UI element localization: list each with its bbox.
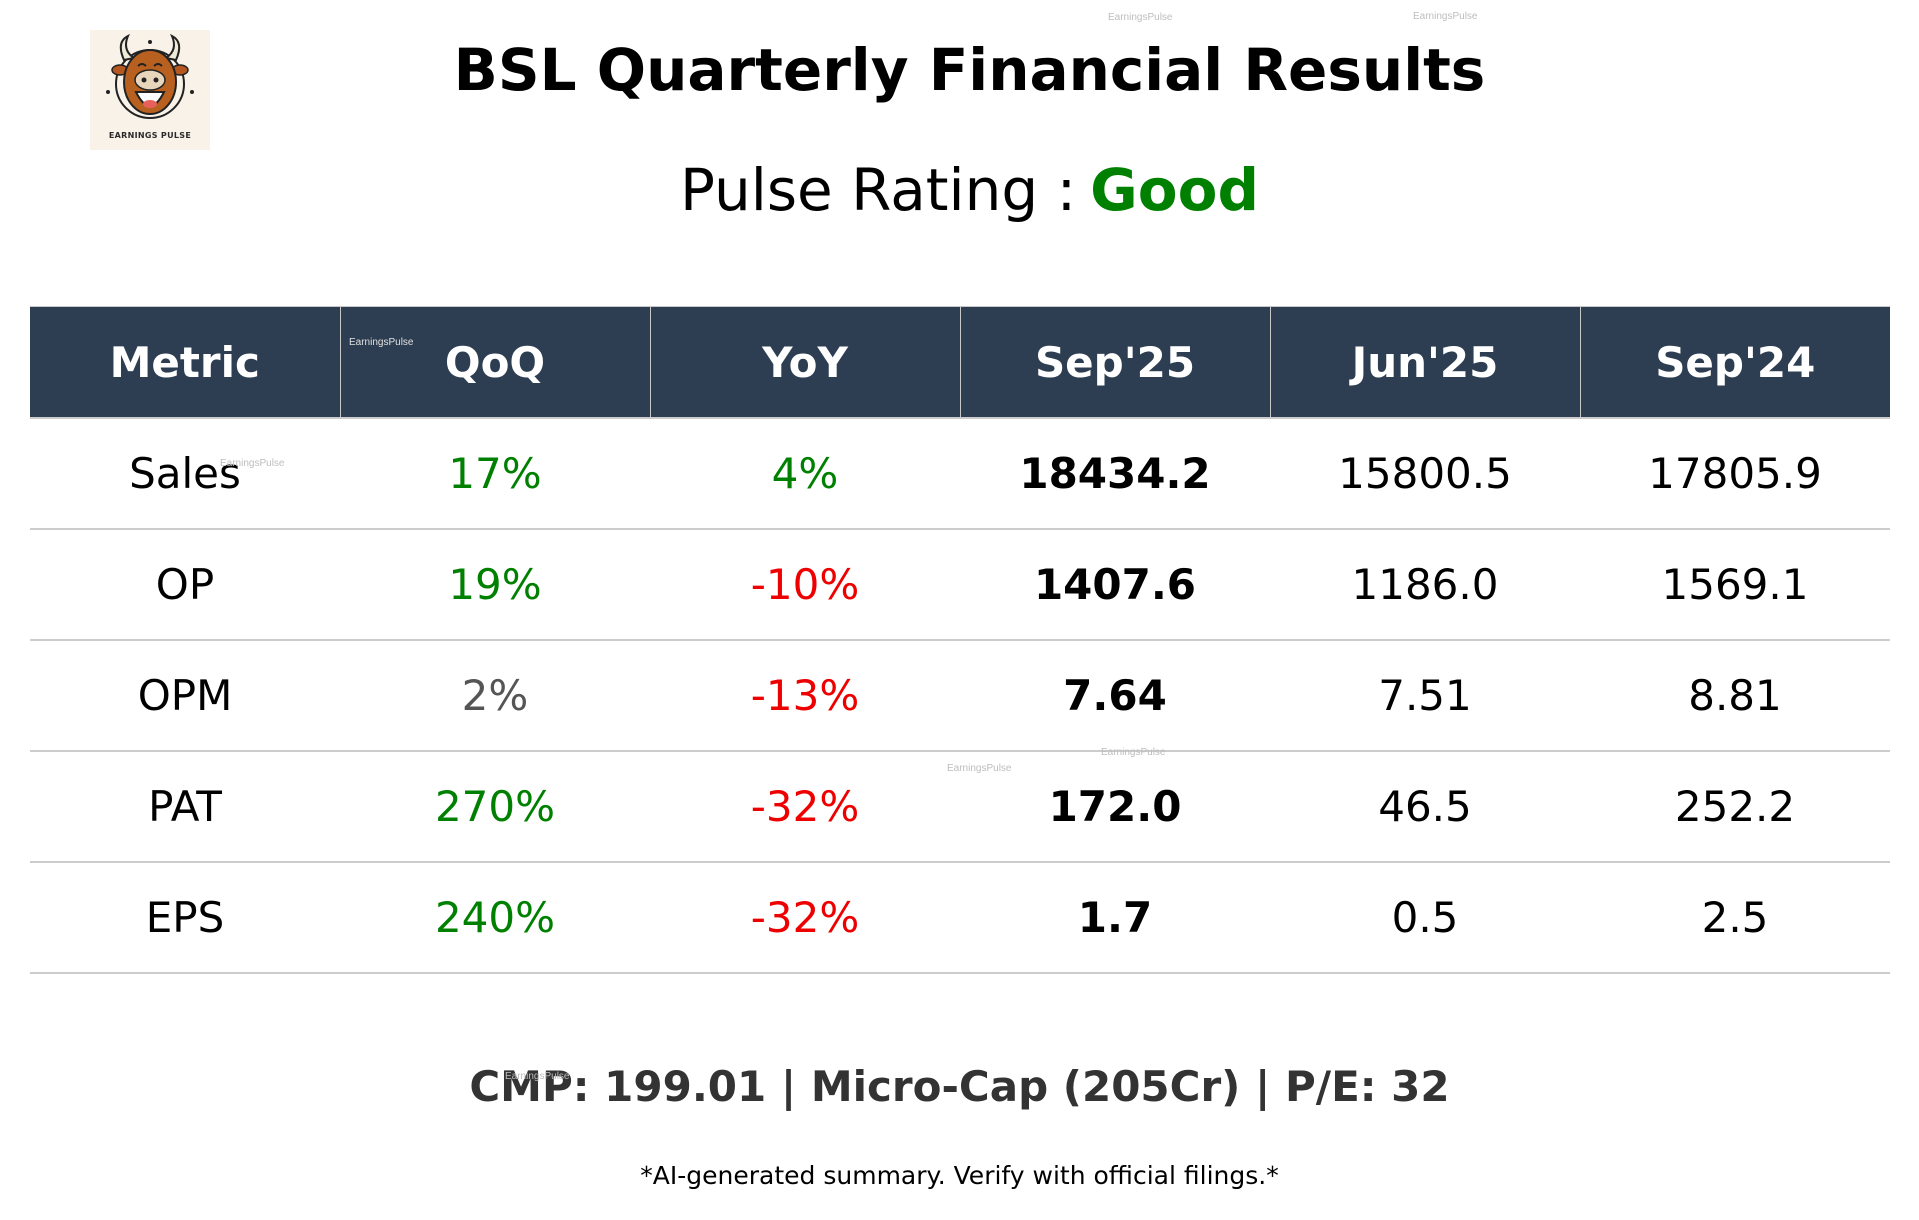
qoq-cell: 2% — [340, 639, 650, 751]
header-sep25: Sep'25 — [959, 306, 1271, 418]
yoy-cell: -13% — [650, 639, 960, 751]
pulse-rating: Pulse Rating : Good — [0, 152, 1919, 228]
earnings-pulse-logo: EARNINGS PULSE — [90, 30, 210, 150]
sep24-cell: 8.81 — [1580, 639, 1890, 751]
sep24-cell: 2.5 — [1580, 861, 1890, 974]
header-metric: Metric — [30, 306, 341, 418]
header-yoy: YoY — [649, 306, 961, 418]
market-summary: CMP: 199.01 | Micro-Cap (205Cr) | P/E: 3… — [469, 1062, 1450, 1111]
sep25-cell: 18434.2 — [960, 417, 1270, 529]
bull-mascot-icon — [106, 33, 194, 119]
header-jun25: Jun'25 — [1269, 306, 1581, 418]
page-title: BSL Quarterly Financial Results — [453, 36, 1486, 104]
watermark: EarningsPulse — [1413, 11, 1478, 22]
watermark: EarningsPulse — [505, 1071, 570, 1082]
watermark: EarningsPulse — [349, 337, 414, 348]
qoq-cell: 17% — [340, 417, 650, 529]
jun25-cell: 15800.5 — [1270, 417, 1580, 529]
yoy-cell: -32% — [650, 750, 960, 862]
yoy-cell: 4% — [650, 417, 960, 529]
metric-cell: PAT — [30, 750, 340, 862]
table-row: OPM 2% -13% 7.64 7.51 8.81 — [30, 639, 1890, 751]
sep25-cell: 7.64 — [960, 639, 1270, 751]
jun25-cell: 46.5 — [1270, 750, 1580, 862]
metric-cell: Sales — [30, 417, 340, 529]
watermark: EarningsPulse — [1101, 747, 1166, 758]
sep24-cell: 1569.1 — [1580, 528, 1890, 640]
table-row: PAT 270% -32% 172.0 46.5 252.2 — [30, 750, 1890, 862]
pulse-rating-value: Good — [1090, 156, 1259, 224]
pulse-rating-label: Pulse Rating : — [680, 156, 1077, 224]
metric-cell: OPM — [30, 639, 340, 751]
sep25-cell: 1407.6 — [960, 528, 1270, 640]
watermark: EarningsPulse — [1108, 12, 1173, 23]
logo-text: EARNINGS PULSE — [108, 131, 192, 140]
qoq-cell: 270% — [340, 750, 650, 862]
sep25-cell: 172.0 — [960, 750, 1270, 862]
jun25-cell: 7.51 — [1270, 639, 1580, 751]
jun25-cell: 0.5 — [1270, 861, 1580, 974]
qoq-cell: 240% — [340, 861, 650, 974]
header-qoq: QoQ — [339, 306, 651, 418]
watermark: EarningsPulse — [947, 763, 1012, 774]
metric-cell: OP — [30, 528, 340, 640]
yoy-cell: -32% — [650, 861, 960, 974]
sep24-cell: 252.2 — [1580, 750, 1890, 862]
watermark: EarningsPulse — [220, 458, 285, 469]
qoq-cell: 19% — [340, 528, 650, 640]
results-table: Metric QoQ YoY Sep'25 Jun'25 Sep'24 Sale… — [30, 306, 1890, 974]
sep24-cell: 17805.9 — [1580, 417, 1890, 529]
metric-cell: EPS — [30, 861, 340, 974]
table-row: Sales 17% 4% 18434.2 15800.5 17805.9 — [30, 417, 1890, 529]
sep25-cell: 1.7 — [960, 861, 1270, 974]
table-row: EPS 240% -32% 1.7 0.5 2.5 — [30, 861, 1890, 974]
disclaimer: *AI-generated summary. Verify with offic… — [640, 1161, 1279, 1190]
jun25-cell: 1186.0 — [1270, 528, 1580, 640]
header-sep24: Sep'24 — [1579, 306, 1890, 418]
table-header-row: Metric QoQ YoY Sep'25 Jun'25 Sep'24 — [30, 306, 1890, 418]
yoy-cell: -10% — [650, 528, 960, 640]
table-row: OP 19% -10% 1407.6 1186.0 1569.1 — [30, 528, 1890, 640]
